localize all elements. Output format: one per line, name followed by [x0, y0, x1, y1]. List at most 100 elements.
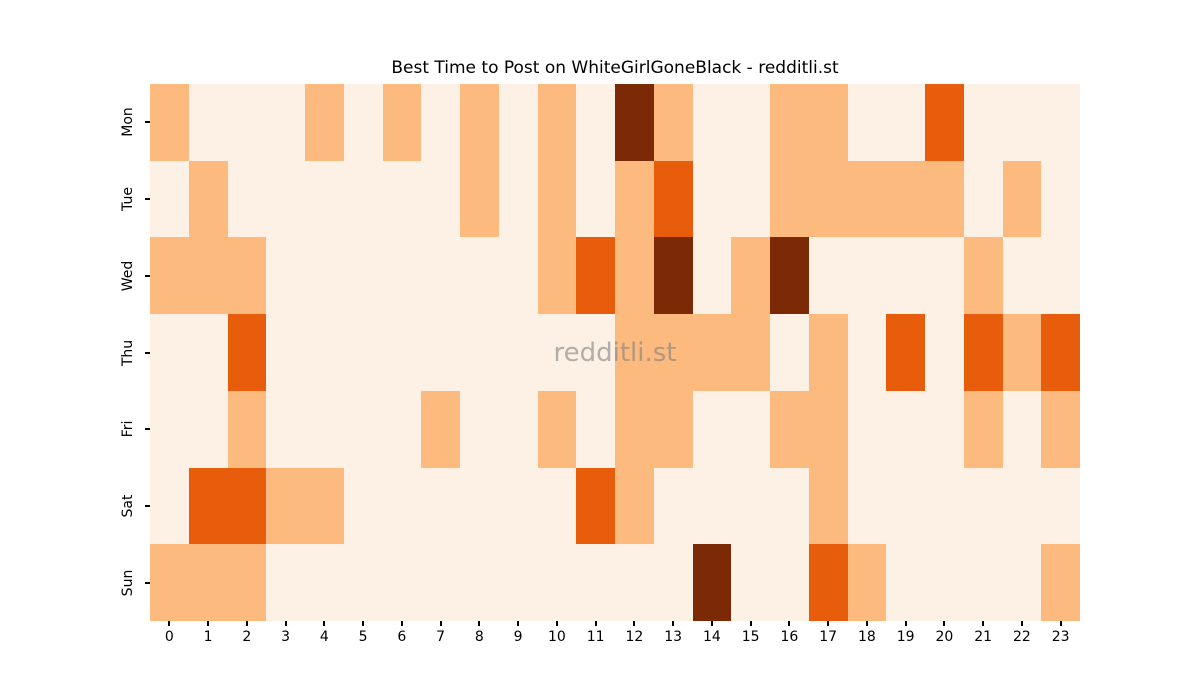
x-tick-mark [594, 621, 597, 626]
heatmap-cell [227, 314, 267, 391]
x-tick-mark [904, 621, 907, 626]
y-tick-mark [145, 581, 150, 584]
heatmap-cell [576, 160, 615, 238]
x-tick-mark [400, 621, 403, 626]
x-tick-label: 11 [586, 629, 605, 645]
y-tick-label: Sun [120, 569, 136, 596]
heatmap-cell [692, 237, 732, 315]
heatmap-cell [382, 467, 422, 545]
heatmap-cell [498, 237, 538, 315]
heatmap-cell [188, 544, 228, 621]
heatmap-cell [692, 390, 732, 468]
heatmap-cell [808, 84, 848, 161]
heatmap-cell [1041, 84, 1080, 161]
heatmap-cell [847, 467, 887, 545]
heatmap-cell [692, 544, 732, 621]
heatmap-cell [731, 237, 770, 315]
heatmap-cell [808, 160, 848, 238]
heatmap-cell [1002, 314, 1042, 391]
heatmap-cell [305, 84, 344, 161]
x-tick-label: 20 [935, 629, 954, 645]
heatmap-cell [227, 237, 267, 315]
x-tick-label: 4 [319, 629, 329, 645]
heatmap-cell [847, 160, 887, 238]
chart-title: Best Time to Post on WhiteGirlGoneBlack … [391, 58, 839, 78]
heatmap-cell [692, 160, 732, 238]
heatmap-cell [498, 467, 538, 545]
heatmap-cell [266, 544, 305, 621]
heatmap-cell [305, 237, 344, 315]
x-tick-mark [672, 621, 675, 626]
heatmap-cell [925, 84, 964, 161]
x-tick-label: 17 [819, 629, 838, 645]
heatmap-cell [731, 467, 770, 545]
x-tick-mark [207, 621, 210, 626]
heatmap-cell [305, 467, 344, 545]
heatmap-cell [537, 314, 577, 391]
heatmap-cell [343, 544, 383, 621]
x-tick-label: 5 [358, 629, 368, 645]
heatmap-cell [615, 544, 654, 621]
heatmap-cell [808, 237, 848, 315]
heatmap-cell [1002, 84, 1042, 161]
heatmap-cell [343, 84, 383, 161]
heatmap-cell [343, 160, 383, 238]
y-tick-label: Sat [120, 494, 136, 518]
heatmap-cell [150, 544, 189, 621]
x-tick-label: 12 [625, 629, 644, 645]
x-tick-label: 9 [513, 629, 523, 645]
heatmap-cell [615, 467, 654, 545]
heatmap-cell [925, 467, 964, 545]
x-tick-mark [555, 621, 558, 626]
heatmap-cell [653, 390, 693, 468]
heatmap-cell [925, 314, 964, 391]
x-tick-mark [478, 621, 481, 626]
heatmap-cell [886, 237, 925, 315]
heatmap-cell [460, 237, 499, 315]
heatmap-cell [266, 84, 305, 161]
x-tick-mark [517, 621, 520, 626]
heatmap-cell [537, 84, 577, 161]
heatmap-cell [188, 390, 228, 468]
y-tick-label: Mon [120, 107, 136, 138]
heatmap-cell [886, 390, 925, 468]
x-tick-label: 23 [1051, 629, 1070, 645]
heatmap-cell [808, 544, 848, 621]
heatmap-cell [770, 390, 809, 468]
heatmap-cell [227, 84, 267, 161]
heatmap-cell [731, 160, 770, 238]
heatmap-cell [537, 237, 577, 315]
x-tick-mark [1020, 621, 1023, 626]
heatmap-cell [847, 84, 887, 161]
heatmap-cell [925, 160, 964, 238]
y-tick-label: Tue [120, 187, 136, 212]
heatmap-cell [1041, 160, 1080, 238]
heatmap-cell [770, 544, 809, 621]
heatmap-cell [576, 390, 615, 468]
heatmap-cell [770, 160, 809, 238]
heatmap-cell [421, 314, 460, 391]
x-tick-mark [633, 621, 636, 626]
heatmap-cell [1002, 467, 1042, 545]
y-tick-mark [145, 428, 150, 431]
heatmap-cell [925, 390, 964, 468]
x-tick-mark [245, 621, 248, 626]
heatmap-cell [615, 160, 654, 238]
heatmap-cell [653, 237, 693, 315]
heatmap-cell [1041, 467, 1080, 545]
heatmap-cell [150, 160, 189, 238]
heatmap-cell [1002, 544, 1042, 621]
heatmap-cell [460, 544, 499, 621]
heatmap-cell [963, 467, 1003, 545]
heatmap-cell [421, 467, 460, 545]
heatmap-cell [498, 544, 538, 621]
heatmap-cell [1041, 390, 1080, 468]
heatmap-cell [266, 160, 305, 238]
x-tick-mark [749, 621, 752, 626]
heatmap-cell [847, 544, 887, 621]
heatmap-cell [382, 314, 422, 391]
heatmap-cell [382, 544, 422, 621]
heatmap-cell [886, 467, 925, 545]
heatmap-cell [188, 84, 228, 161]
x-tick-label: 13 [664, 629, 683, 645]
